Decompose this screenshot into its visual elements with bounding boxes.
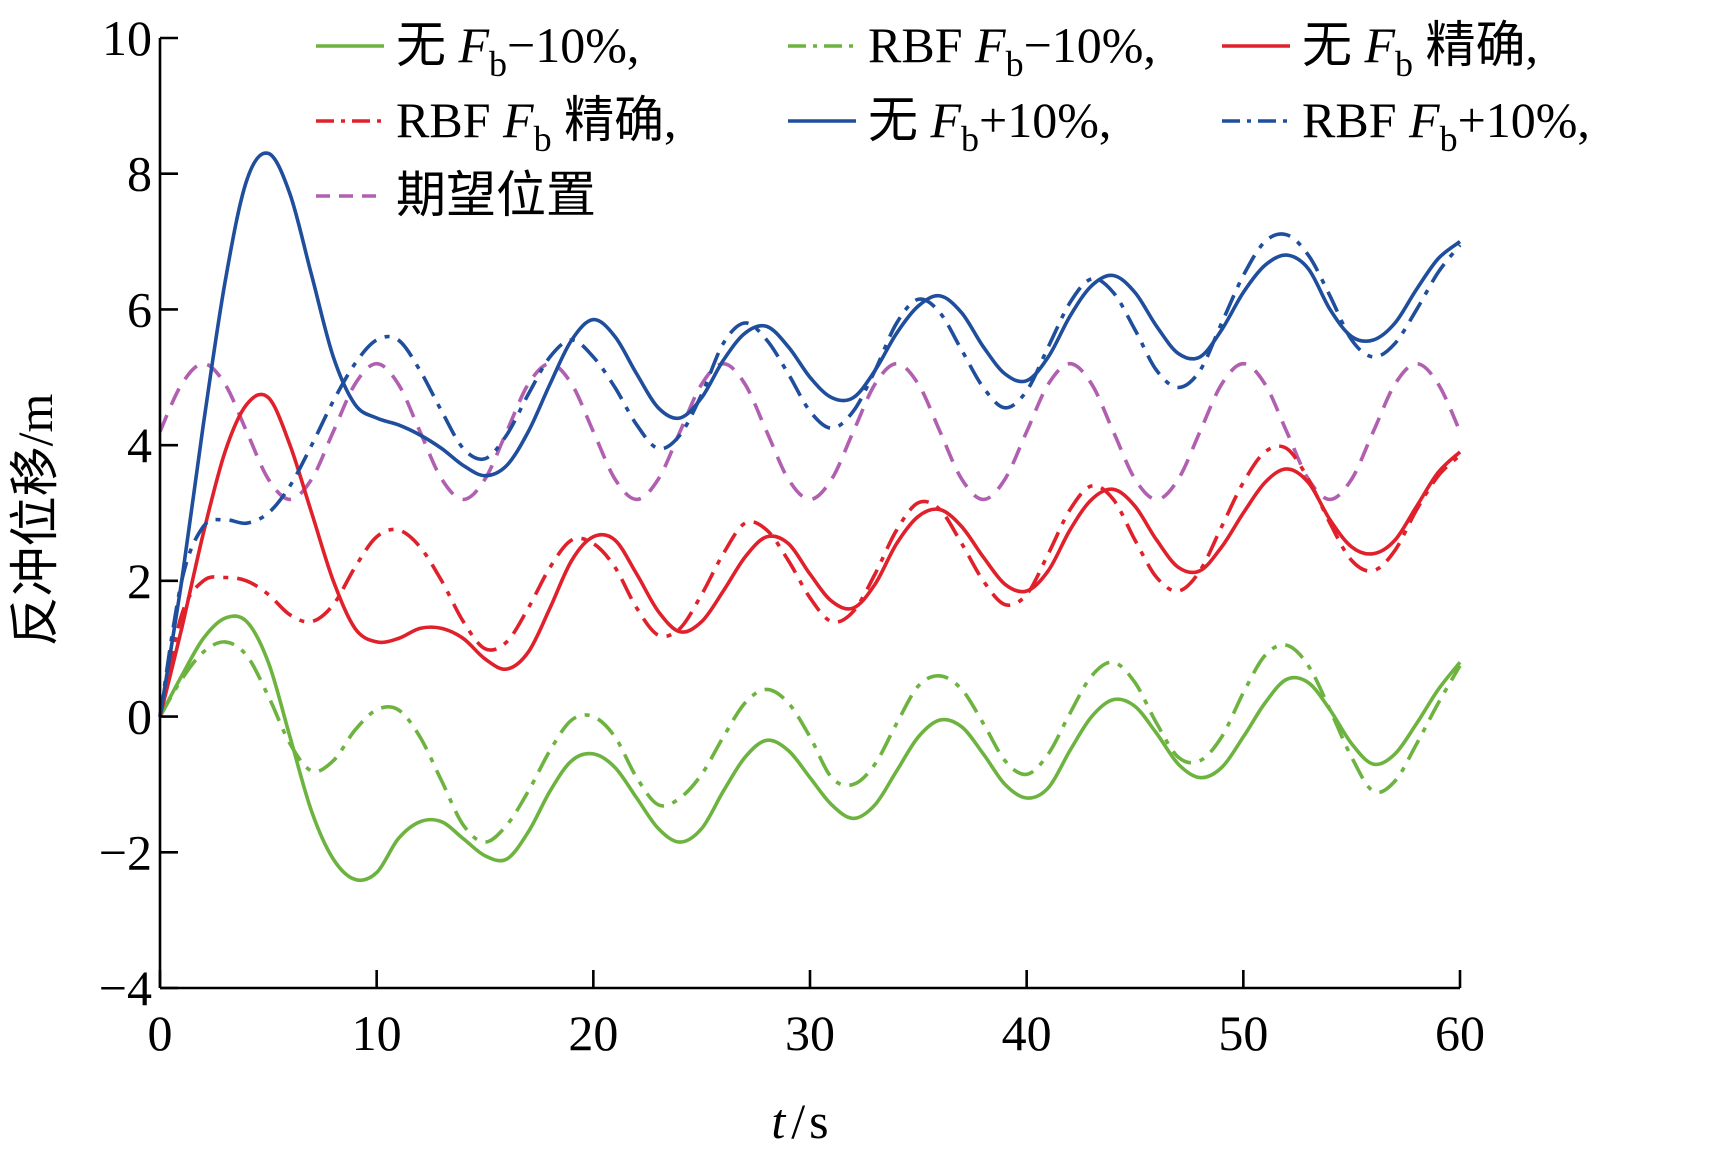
legend-label: 无 Fb 精确, xyxy=(1302,17,1538,84)
legend-entry-green-solid: 无 Fb−10%, xyxy=(316,17,639,84)
y-tick-label: 10 xyxy=(102,10,152,66)
x-tick-label: 40 xyxy=(1002,1005,1052,1061)
series-line-blue-solid xyxy=(158,151,1462,717)
legend-entry-blue-solid: 无 Fb+10%, xyxy=(788,92,1111,159)
x-axis-separator: / xyxy=(791,1093,805,1149)
series-line-green-dashdot xyxy=(158,640,1462,844)
legend-label: 无 Fb−10%, xyxy=(396,17,639,84)
x-axis-unit: s xyxy=(809,1093,828,1149)
y-tick-label: −4 xyxy=(99,960,152,1016)
axes-layer xyxy=(158,38,1460,990)
ticks-layer: 0 10 20 30 40 50 60 −4 −2 0 2 4 6 8 10 xyxy=(99,10,1485,1061)
series-line-blue-dashdot xyxy=(158,232,1462,717)
series-line-red-dashdot xyxy=(158,444,1462,717)
legend-label: RBF Fb 精确, xyxy=(396,92,677,159)
legend-entry-red-dashdot: RBF Fb 精确, xyxy=(316,92,677,159)
x-axis-variable: t xyxy=(771,1093,786,1149)
y-tick-label: 4 xyxy=(127,417,152,473)
y-tick-label: 0 xyxy=(127,689,152,745)
x-tick-label: 60 xyxy=(1435,1005,1485,1061)
x-tick-label: 0 xyxy=(148,1005,173,1061)
legend: 无 Fb−10%, RBF Fb−10%, 无 Fb 精确, RBF Fb 精确, 无 … xyxy=(316,17,1590,223)
legend-entry-green-dashdot: RBF Fb−10%, xyxy=(788,17,1156,84)
series-layer xyxy=(158,151,1462,883)
series-line-purple-dashed xyxy=(158,361,1462,502)
y-tick-label: 2 xyxy=(127,553,152,609)
x-axis-label: t/s xyxy=(771,1093,828,1149)
legend-label: 无 Fb+10%, xyxy=(868,92,1111,159)
y-tick-label: 6 xyxy=(127,281,152,337)
x-tick-label: 30 xyxy=(785,1005,835,1061)
x-tick-label: 10 xyxy=(352,1005,402,1061)
legend-entry-red-solid: 无 Fb 精确, xyxy=(1222,17,1538,84)
series-line-green-solid xyxy=(158,614,1462,883)
legend-entry-purple-dashed: 期望位置 xyxy=(316,167,596,223)
legend-label: 期望位置 xyxy=(396,167,596,223)
legend-label: RBF Fb−10%, xyxy=(868,17,1156,84)
x-tick-label: 20 xyxy=(568,1005,618,1061)
y-axis-label: 反冲位移/m xyxy=(7,394,63,647)
legend-entry-blue-dashdot: RBF Fb+10%, xyxy=(1222,92,1590,159)
y-tick-label: 8 xyxy=(127,146,152,202)
x-tick-label: 50 xyxy=(1218,1005,1268,1061)
legend-label: RBF Fb+10%, xyxy=(1302,92,1590,159)
y-tick-label: −2 xyxy=(99,824,152,880)
series-line-red-solid xyxy=(158,392,1462,718)
